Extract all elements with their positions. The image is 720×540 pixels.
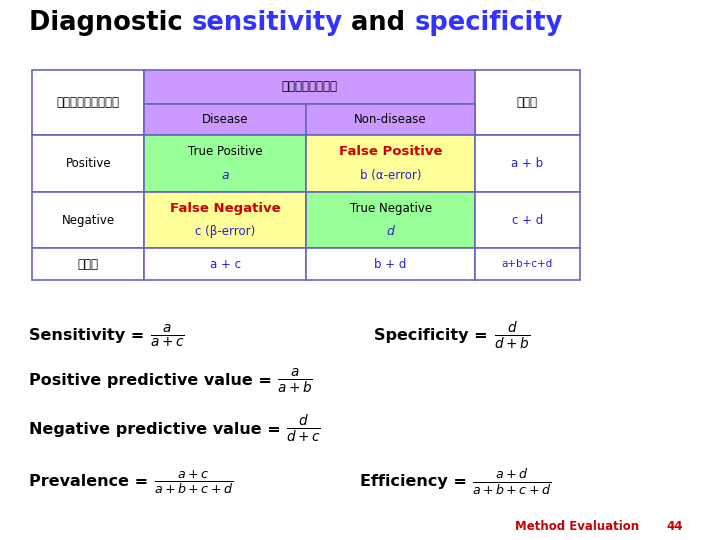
Bar [144,70,475,104]
Text: Non-disease: Non-disease [354,113,427,126]
Bar [32,70,144,135]
Bar [475,135,580,192]
Text: Negative predictive value =: Negative predictive value = [29,422,286,437]
Text: $\frac{a+d}{a+b+c+d}$: $\frac{a+d}{a+b+c+d}$ [472,467,552,496]
Bar [475,70,580,135]
Bar [32,248,144,280]
Text: ผลตรวจบงช: ผลตรวจบงช [57,96,120,109]
Text: Prevalence =: Prevalence = [29,474,153,489]
Text: a+b+c+d: a+b+c+d [502,259,553,269]
Text: Efficiency =: Efficiency = [360,474,472,489]
Text: รวม: รวม [78,258,99,271]
Text: Positive predictive value =: Positive predictive value = [29,373,277,388]
Text: specificity: specificity [415,10,563,36]
Text: $\frac{a}{a+b}$: $\frac{a}{a+b}$ [277,366,313,395]
Bar [306,248,475,280]
Text: and: and [343,10,415,36]
Text: $\frac{d}{d+b}$: $\frac{d}{d+b}$ [494,320,530,352]
Bar [144,248,306,280]
Text: a + b: a + b [511,157,544,170]
Text: Method Evaluation: Method Evaluation [515,520,639,533]
Bar [32,135,144,192]
Bar [144,135,306,192]
Text: d: d [387,225,395,239]
Text: Specificity =: Specificity = [374,328,494,343]
Bar [306,135,475,192]
Text: False Positive: False Positive [339,145,442,158]
Text: รวม: รวม [517,96,538,109]
Text: b (α-error): b (α-error) [360,168,421,182]
Text: c (β-error): c (β-error) [195,225,255,239]
Text: Sensitivity =: Sensitivity = [29,328,150,343]
Text: Disease: Disease [202,113,248,126]
Text: a + c: a + c [210,258,240,271]
Text: True Positive: True Positive [188,145,262,158]
Text: sensitivity: sensitivity [192,10,343,36]
Bar [32,192,144,248]
Text: False Negative: False Negative [170,201,280,215]
Bar [144,104,306,135]
Text: $\frac{d}{d+c}$: $\frac{d}{d+c}$ [286,413,321,446]
Text: c + d: c + d [512,213,543,227]
Text: พยาธสภาพ: พยาธสภาพ [282,80,338,93]
Bar [306,192,475,248]
Text: True Negative: True Negative [349,201,432,215]
Bar [144,192,306,248]
Text: 44: 44 [666,520,683,533]
Bar [306,104,475,135]
Text: Positive: Positive [66,157,111,170]
Text: $\frac{a}{a+c}$: $\frac{a}{a+c}$ [150,322,184,349]
Bar [475,192,580,248]
Text: Negative: Negative [62,213,114,227]
Text: Diagnostic: Diagnostic [29,10,192,36]
Bar [475,248,580,280]
Text: a: a [221,168,229,182]
Text: $\frac{a+c}{a+b+c+d}$: $\frac{a+c}{a+b+c+d}$ [153,468,233,496]
Text: b + d: b + d [374,258,407,271]
